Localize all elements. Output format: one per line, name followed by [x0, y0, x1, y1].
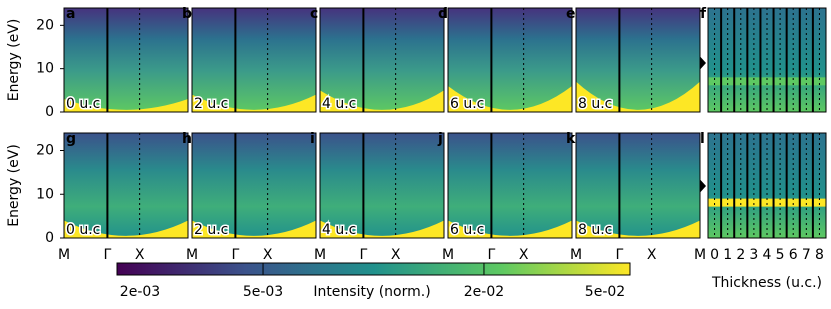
colorbar-tick-label: 5e-03: [243, 284, 283, 300]
heatmap: [64, 8, 188, 112]
panel-frame: [575, 132, 701, 239]
thickness-label: Thickness (u.c.): [711, 275, 822, 291]
thickness-tag: 4 u.c: [322, 222, 356, 238]
x-tick-label: Γ: [615, 247, 623, 263]
panel-frame: [191, 132, 317, 239]
panel-letter: j: [437, 131, 443, 147]
thickness-tick-label: 6: [789, 247, 798, 263]
panel-frame: [707, 7, 827, 113]
heatmap-region: [192, 94, 316, 112]
thickness-tick-label: 1: [723, 247, 732, 263]
x-tick-label: Γ: [103, 247, 111, 263]
heatmap: [576, 8, 700, 112]
panel-letter: i: [310, 131, 315, 147]
y-tick-label: 0: [45, 230, 54, 246]
colorbar-label: Intensity (norm.): [313, 284, 430, 300]
x-tick-label: M: [570, 247, 582, 263]
colorbar-tick-label: 2e-03: [120, 284, 160, 300]
panel-frame: [575, 7, 701, 113]
panel-frame: [319, 7, 445, 113]
panel-frame: [191, 7, 317, 113]
x-tick-label: Γ: [487, 247, 495, 263]
panel-frame: [447, 132, 573, 239]
heatmap: [192, 8, 316, 112]
heatmap-region: [192, 220, 316, 238]
panel-letter: g: [66, 131, 76, 147]
thickness-tag: 2 u.c: [194, 96, 228, 112]
thickness-tag: 8 u.c: [578, 96, 612, 112]
x-tick-label: Γ: [231, 247, 239, 263]
heatmap-region: [448, 220, 572, 238]
colorbar-tick-label: 2e-02: [464, 284, 504, 300]
thickness-tick-label: 4: [763, 247, 772, 263]
heatmap: [320, 8, 444, 112]
x-tick-label: M: [442, 247, 454, 263]
heatmap: [448, 133, 572, 238]
x-tick-label: Γ: [359, 247, 367, 263]
panel-frame: [447, 7, 573, 113]
panel-letter: d: [438, 6, 448, 22]
side-band: [708, 77, 826, 86]
thickness-tag: 0 u.c: [66, 222, 100, 238]
y-axis-label: Energy (eV): [6, 19, 22, 102]
x-tick-label: X: [263, 247, 273, 263]
heatmap-region: [576, 81, 700, 112]
heatmap: [448, 8, 572, 112]
panel-letter: h: [182, 131, 192, 147]
x-tick-label: X: [647, 247, 657, 263]
x-tick-label: X: [391, 247, 401, 263]
thickness-tag: 4 u.c: [322, 96, 356, 112]
x-tick-label: M: [694, 247, 706, 263]
y-tick-label: 20: [36, 143, 54, 159]
y-tick-label: 0: [45, 104, 54, 120]
heatmap-region: [320, 90, 444, 112]
heatmap: [64, 133, 188, 238]
colorbar-tick-label: 5e-02: [585, 284, 625, 300]
heatmap: [192, 133, 316, 238]
x-tick-label: M: [186, 247, 198, 263]
thickness-tick-label: 8: [815, 247, 824, 263]
x-tick-label: X: [135, 247, 145, 263]
thickness-tick-label: 5: [776, 247, 785, 263]
thickness-tag: 6 u.c: [450, 96, 484, 112]
thickness-tag: 2 u.c: [194, 222, 228, 238]
heatmap-region: [576, 220, 700, 238]
panel-letter: e: [566, 6, 576, 22]
colorbar: [116, 262, 631, 276]
heatmap-region: [64, 99, 188, 112]
panel-letter: l: [700, 131, 705, 147]
thickness-tick-label: 2: [736, 247, 745, 263]
thickness-tag: 8 u.c: [578, 222, 612, 238]
x-tick-label: M: [58, 247, 70, 263]
panel-letter: c: [310, 6, 318, 22]
thickness-tag: 0 u.c: [66, 96, 100, 112]
y-tick-label: 10: [36, 61, 54, 77]
x-tick-label: M: [314, 247, 326, 263]
panel-frame: [319, 132, 445, 239]
thickness-tick-label: 7: [802, 247, 811, 263]
panel-letter: f: [700, 6, 707, 22]
y-tick-label: 20: [36, 17, 54, 33]
panel-letter: b: [182, 6, 192, 22]
panel-letter: a: [66, 6, 75, 22]
y-tick-label: 10: [36, 186, 54, 202]
side-band: [708, 198, 826, 207]
thickness-tag: 6 u.c: [450, 222, 484, 238]
y-axis-label: Energy (eV): [6, 144, 22, 227]
panel-letter: k: [566, 131, 576, 147]
thickness-tick-label: 3: [749, 247, 758, 263]
heatmap: [576, 133, 700, 238]
heatmap: [320, 133, 444, 238]
x-tick-label: X: [519, 247, 529, 263]
heatmap-region: [64, 220, 188, 238]
side-heatmap: [708, 133, 826, 238]
panel-frame: [63, 7, 189, 113]
panel-frame: [63, 132, 189, 239]
heatmap-region: [448, 86, 572, 112]
panel-frame: [707, 132, 827, 239]
heatmap-region: [320, 220, 444, 238]
thickness-tick-label: 0: [710, 247, 719, 263]
